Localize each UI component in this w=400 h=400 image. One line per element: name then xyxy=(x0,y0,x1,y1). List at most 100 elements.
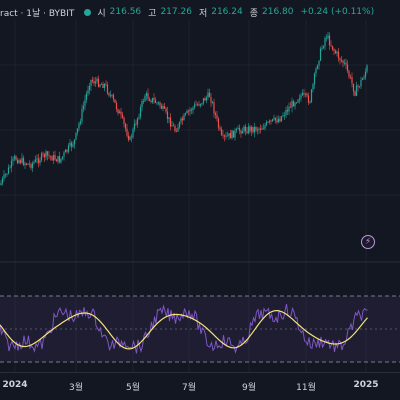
candle-body xyxy=(24,163,26,166)
candle-body xyxy=(351,77,353,84)
candle-body xyxy=(288,106,290,112)
candle-body xyxy=(129,136,131,140)
candle-body xyxy=(9,167,11,169)
change-value: +0.24 (+0.11%) xyxy=(300,7,375,17)
candle-body xyxy=(178,121,181,128)
candle-body xyxy=(183,114,185,121)
time-label-mar: 3월 xyxy=(68,383,84,393)
candle-body xyxy=(111,94,113,96)
candle-body xyxy=(201,103,203,104)
candle-body xyxy=(33,161,35,164)
candle-body xyxy=(139,107,142,117)
candle-body xyxy=(3,174,5,179)
candle-body xyxy=(189,109,191,112)
candle-body xyxy=(186,110,188,114)
candle-body xyxy=(273,117,275,120)
candle-body xyxy=(240,130,242,134)
candle-body xyxy=(261,128,263,130)
candle-body xyxy=(39,160,41,164)
candle-body xyxy=(264,125,266,129)
candle-body xyxy=(162,106,164,109)
candle-body xyxy=(115,102,118,110)
candle-body xyxy=(55,159,58,162)
candle-body xyxy=(297,99,299,103)
time-label-jul: 7월 xyxy=(181,383,197,393)
candle-body xyxy=(67,145,70,152)
time-axis[interactable]: 2024 3월 5월 7월 9월 11월 2025 xyxy=(0,372,400,400)
candle-body xyxy=(114,99,116,103)
candle-body xyxy=(64,149,67,153)
candle-body xyxy=(352,83,355,92)
symbol-title[interactable]: ract · 1날 · BYBIT xyxy=(0,8,75,19)
candle-body xyxy=(157,102,160,104)
candle-body xyxy=(222,134,224,136)
candle-body xyxy=(106,84,109,94)
candle-body xyxy=(340,60,343,61)
candle-body xyxy=(181,118,184,121)
candle-body xyxy=(295,102,298,104)
candle-body xyxy=(241,131,244,134)
candle-body xyxy=(96,78,98,82)
candle-body xyxy=(160,105,163,109)
candle-body xyxy=(75,132,77,140)
candle-body xyxy=(66,149,68,152)
candle-body xyxy=(18,160,20,164)
candle-body xyxy=(21,157,23,163)
candle-body xyxy=(331,45,334,50)
candle-body xyxy=(154,99,157,103)
candle-body xyxy=(232,130,235,138)
candle-body xyxy=(199,103,202,106)
candle-body xyxy=(81,108,83,122)
candle-body xyxy=(69,142,71,146)
candle-body xyxy=(49,155,52,157)
candle-body xyxy=(205,97,208,101)
candle-body xyxy=(93,81,95,84)
candle-body xyxy=(282,115,284,117)
candle-body xyxy=(90,79,92,86)
candle-body xyxy=(159,102,161,106)
price-chart[interactable] xyxy=(0,0,400,372)
candle-body xyxy=(298,98,301,100)
candle-body xyxy=(58,155,61,163)
candle-body xyxy=(36,158,38,160)
close-value: 216.80 xyxy=(262,7,294,17)
candle-body xyxy=(300,95,302,99)
candle-body xyxy=(277,118,280,123)
candle-body xyxy=(85,93,88,100)
candle-body xyxy=(91,79,94,82)
candle-body xyxy=(303,93,305,95)
candle-body xyxy=(270,120,272,122)
candle-body xyxy=(99,84,101,87)
candle-body xyxy=(321,48,323,49)
high-label: 고 xyxy=(148,8,157,19)
candle-body xyxy=(219,127,221,130)
candle-body xyxy=(27,163,29,165)
candle-body xyxy=(30,164,32,168)
candle-body xyxy=(318,60,320,66)
candle-body xyxy=(147,93,149,100)
candle-body xyxy=(153,97,155,100)
candle-body xyxy=(177,127,179,132)
alert-lightning-icon[interactable]: ⚡ xyxy=(361,235,375,249)
candle-body xyxy=(283,115,286,116)
rsi-ma-line xyxy=(0,310,368,350)
candle-body xyxy=(63,152,65,157)
candle-body xyxy=(16,159,19,164)
candle-body xyxy=(195,104,197,106)
candle-body xyxy=(220,129,223,135)
candle-body xyxy=(330,45,332,46)
candle-body xyxy=(19,160,22,163)
candle-body xyxy=(130,136,133,138)
candle-body xyxy=(0,183,2,185)
candle-body xyxy=(105,83,107,85)
candle-body xyxy=(315,68,317,74)
candle-body xyxy=(168,117,170,119)
candle-body xyxy=(118,111,121,114)
candle-body xyxy=(45,151,47,158)
candle-body xyxy=(187,110,190,112)
candle-body xyxy=(135,123,137,125)
candle-body xyxy=(165,108,167,112)
candle-body xyxy=(169,117,172,127)
candle-body xyxy=(4,174,7,176)
candle-body xyxy=(132,129,134,138)
